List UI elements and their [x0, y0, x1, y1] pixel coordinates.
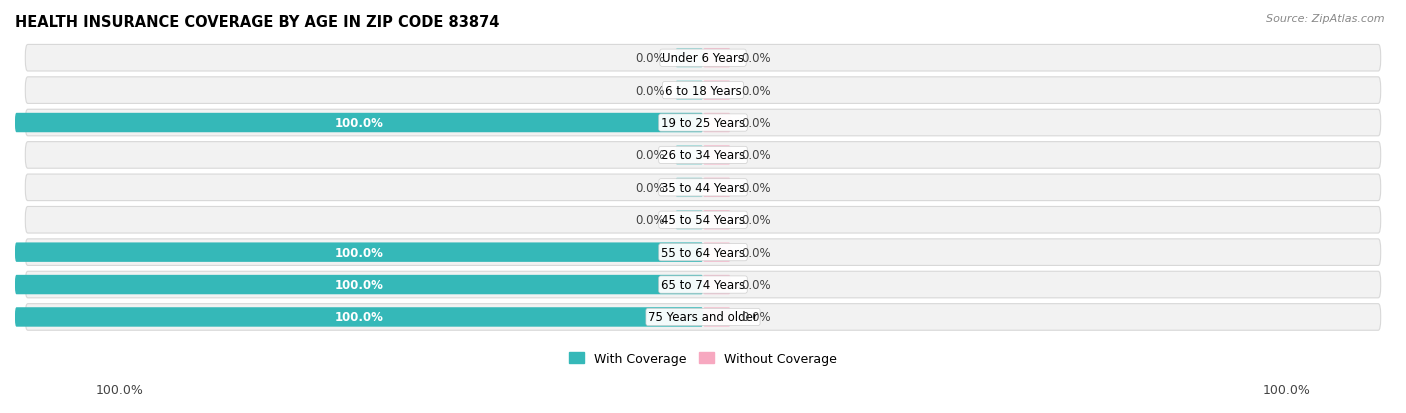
FancyBboxPatch shape [703, 81, 731, 101]
FancyBboxPatch shape [675, 178, 703, 197]
Text: Source: ZipAtlas.com: Source: ZipAtlas.com [1267, 14, 1385, 24]
Text: 100.0%: 100.0% [1263, 384, 1310, 396]
Text: 100.0%: 100.0% [335, 278, 384, 291]
Text: Under 6 Years: Under 6 Years [662, 52, 744, 65]
Text: 19 to 25 Years: 19 to 25 Years [661, 117, 745, 130]
FancyBboxPatch shape [703, 211, 731, 230]
FancyBboxPatch shape [25, 142, 1381, 169]
Text: 0.0%: 0.0% [636, 149, 665, 162]
Text: 0.0%: 0.0% [741, 84, 770, 97]
Legend: With Coverage, Without Coverage: With Coverage, Without Coverage [564, 347, 842, 370]
FancyBboxPatch shape [25, 304, 1381, 330]
FancyBboxPatch shape [703, 275, 731, 294]
Text: 0.0%: 0.0% [636, 52, 665, 65]
Text: 0.0%: 0.0% [741, 311, 770, 324]
FancyBboxPatch shape [675, 49, 703, 68]
FancyBboxPatch shape [703, 114, 731, 133]
Text: 0.0%: 0.0% [741, 214, 770, 227]
Text: 6 to 18 Years: 6 to 18 Years [665, 84, 741, 97]
FancyBboxPatch shape [25, 78, 1381, 104]
Text: 35 to 44 Years: 35 to 44 Years [661, 181, 745, 195]
Text: 26 to 34 Years: 26 to 34 Years [661, 149, 745, 162]
Text: 0.0%: 0.0% [636, 84, 665, 97]
Text: 100.0%: 100.0% [96, 384, 143, 396]
FancyBboxPatch shape [15, 114, 703, 133]
Text: 0.0%: 0.0% [741, 52, 770, 65]
FancyBboxPatch shape [25, 207, 1381, 233]
Text: 0.0%: 0.0% [636, 214, 665, 227]
Text: 0.0%: 0.0% [741, 246, 770, 259]
Text: 100.0%: 100.0% [335, 117, 384, 130]
FancyBboxPatch shape [675, 211, 703, 230]
FancyBboxPatch shape [15, 275, 703, 294]
Text: 0.0%: 0.0% [741, 278, 770, 291]
Text: 65 to 74 Years: 65 to 74 Years [661, 278, 745, 291]
FancyBboxPatch shape [25, 239, 1381, 266]
FancyBboxPatch shape [675, 81, 703, 101]
FancyBboxPatch shape [25, 272, 1381, 298]
Text: 45 to 54 Years: 45 to 54 Years [661, 214, 745, 227]
FancyBboxPatch shape [675, 146, 703, 165]
Text: HEALTH INSURANCE COVERAGE BY AGE IN ZIP CODE 83874: HEALTH INSURANCE COVERAGE BY AGE IN ZIP … [15, 15, 499, 30]
Text: 0.0%: 0.0% [741, 117, 770, 130]
Text: 100.0%: 100.0% [335, 246, 384, 259]
FancyBboxPatch shape [703, 49, 731, 68]
Text: 0.0%: 0.0% [741, 149, 770, 162]
FancyBboxPatch shape [703, 308, 731, 327]
FancyBboxPatch shape [703, 243, 731, 262]
FancyBboxPatch shape [15, 308, 703, 327]
FancyBboxPatch shape [703, 146, 731, 165]
FancyBboxPatch shape [25, 175, 1381, 201]
Text: 0.0%: 0.0% [636, 181, 665, 195]
FancyBboxPatch shape [25, 45, 1381, 72]
Text: 100.0%: 100.0% [335, 311, 384, 324]
FancyBboxPatch shape [15, 243, 703, 262]
Text: 55 to 64 Years: 55 to 64 Years [661, 246, 745, 259]
FancyBboxPatch shape [703, 178, 731, 197]
Text: 0.0%: 0.0% [741, 181, 770, 195]
Text: 75 Years and older: 75 Years and older [648, 311, 758, 324]
FancyBboxPatch shape [25, 110, 1381, 136]
